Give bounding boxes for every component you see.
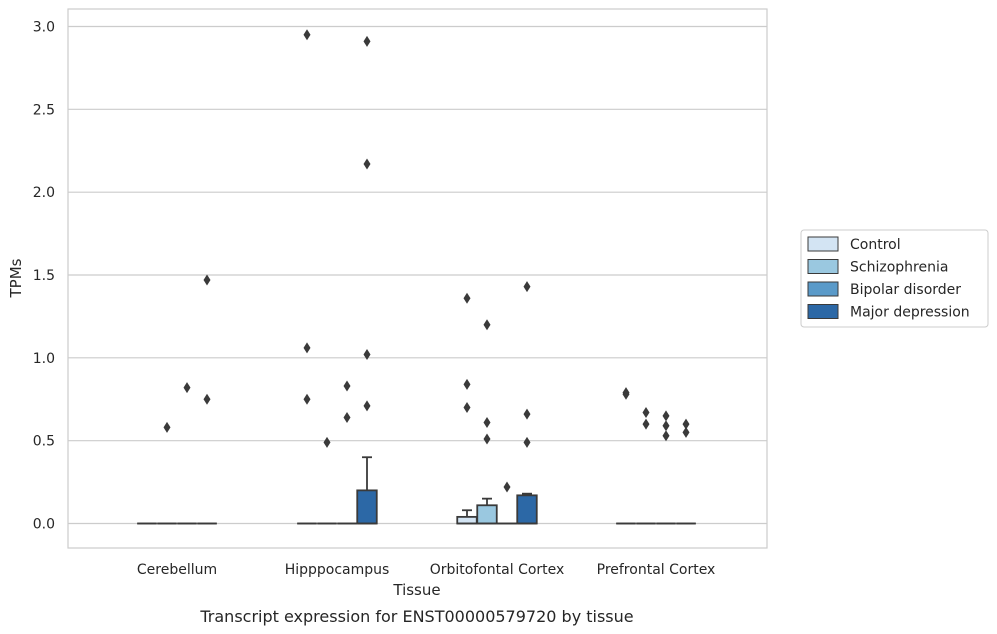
outlier-point bbox=[343, 411, 351, 423]
y-tick-label: 2.5 bbox=[33, 102, 55, 118]
legend-swatch bbox=[807, 236, 839, 252]
legend-items: Control Schizophrenia Bipolar disorder Majo… bbox=[807, 236, 970, 321]
y-tick-label: 1.5 bbox=[33, 268, 55, 284]
outlier-point bbox=[662, 410, 670, 422]
x-tick-label: Prefrontal Cortex bbox=[597, 562, 716, 578]
y-tick-label: 1.0 bbox=[33, 351, 55, 367]
outlier-point bbox=[463, 292, 471, 304]
outlier-point bbox=[523, 436, 531, 448]
box-3-2 bbox=[516, 492, 538, 525]
x-tick-label: Hipppocampus bbox=[285, 562, 390, 578]
outlier-point bbox=[343, 380, 351, 392]
y-tick-label: 3.0 bbox=[33, 20, 55, 36]
outlier-point bbox=[642, 418, 650, 430]
legend: Control Schizophrenia Bipolar disorder Majo… bbox=[800, 229, 989, 328]
legend-label: Bipolar disorder bbox=[850, 282, 961, 298]
outlier-point bbox=[363, 35, 371, 47]
box-body bbox=[356, 489, 378, 525]
legend-swatch bbox=[807, 304, 839, 319]
outlier-point bbox=[183, 382, 191, 394]
outlier-point bbox=[682, 418, 690, 430]
y-gridlines bbox=[68, 25, 767, 525]
outlier-point bbox=[363, 349, 371, 361]
outlier-point bbox=[203, 393, 211, 405]
y-tick-label: 0.5 bbox=[33, 434, 55, 450]
outlier-point bbox=[463, 378, 471, 390]
outlier-point bbox=[523, 408, 531, 420]
boxes-layer bbox=[137, 456, 696, 525]
chart-caption: Transcript expression for ENST0000057972… bbox=[199, 607, 633, 626]
outliers-layer bbox=[163, 29, 690, 493]
outlier-point bbox=[483, 319, 491, 331]
x-tick-label: Orbitofontal Cortex bbox=[430, 562, 565, 578]
legend-label: Control bbox=[850, 237, 901, 253]
outlier-point bbox=[503, 481, 511, 493]
box-body bbox=[456, 515, 478, 525]
legend-label: Schizophrenia bbox=[850, 260, 948, 276]
outlier-point bbox=[662, 420, 670, 432]
outlier-point bbox=[303, 393, 311, 405]
outlier-point bbox=[463, 402, 471, 414]
outlier-point bbox=[163, 421, 171, 433]
outlier-point bbox=[523, 281, 531, 293]
y-tick-label: 0.0 bbox=[33, 517, 55, 533]
plot-background bbox=[68, 9, 767, 548]
outlier-point bbox=[303, 342, 311, 354]
box-3-1 bbox=[356, 456, 378, 525]
outlier-point bbox=[682, 426, 690, 438]
y-axis-label: TPMs bbox=[7, 258, 25, 298]
legend-label: Major depression bbox=[850, 305, 970, 321]
y-tick-label: 2.0 bbox=[33, 185, 55, 201]
legend-frame bbox=[800, 229, 989, 328]
outlier-point bbox=[363, 400, 371, 412]
outlier-point bbox=[642, 407, 650, 419]
outlier-point bbox=[363, 158, 371, 170]
x-axis-label: Tissue bbox=[392, 581, 440, 599]
outlier-point bbox=[483, 416, 491, 428]
outlier-point bbox=[323, 436, 331, 448]
y-tick-labels: 0.0 0.5 1.0 1.5 2.0 2.5 3.0 bbox=[33, 20, 55, 533]
box-body bbox=[516, 494, 538, 525]
outlier-point bbox=[303, 29, 311, 41]
outlier-point bbox=[662, 430, 670, 442]
outlier-point bbox=[483, 433, 491, 445]
legend-swatch bbox=[807, 259, 839, 274]
x-tick-label: Cerebellum bbox=[137, 562, 217, 578]
outlier-point bbox=[622, 388, 630, 400]
box-1-2 bbox=[476, 497, 498, 525]
x-tick-labels: Cerebellum Hipppocampus Orbitofontal Corte… bbox=[137, 562, 715, 578]
outlier-point bbox=[203, 274, 211, 286]
box-body bbox=[476, 504, 498, 525]
plot-frame bbox=[67, 8, 768, 549]
legend-swatch bbox=[807, 281, 839, 297]
